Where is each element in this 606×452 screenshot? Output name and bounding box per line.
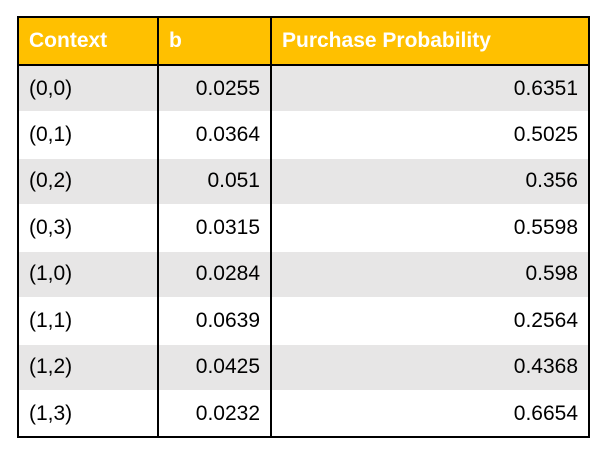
table-cell: 0.4368 <box>270 343 589 391</box>
table-row: (0,2) 0.051 0.356 <box>18 157 589 205</box>
table-cell: 0.0232 <box>157 390 271 437</box>
table-cell: 0.051 <box>157 157 271 205</box>
table-row: (0,3) 0.0315 0.5598 <box>18 204 589 251</box>
table-cell: (0,1) <box>18 111 158 158</box>
table-cell: 0.5025 <box>270 111 589 158</box>
table-cell: (0,2) <box>18 157 158 205</box>
data-table: Context b Purchase Probability (0,0) 0.0255… <box>17 16 590 438</box>
table-cell: 0.0284 <box>157 250 271 298</box>
table-cell: 0.0364 <box>157 111 271 158</box>
table-row: (1,1) 0.0639 0.2564 <box>18 297 589 344</box>
table-cell: 0.0315 <box>157 204 271 251</box>
table-cell: 0.6654 <box>270 390 589 437</box>
table-cell: (1,1) <box>18 297 158 344</box>
table-row: (1,0) 0.0284 0.598 <box>18 250 589 298</box>
header-cell: Context <box>18 17 158 66</box>
table-cell: 0.6351 <box>270 64 589 112</box>
table-cell: 0.0639 <box>157 297 271 344</box>
header-row: Context b Purchase Probability <box>18 17 589 66</box>
header-cell: Purchase Probability <box>270 17 589 66</box>
table-cell: (1,2) <box>18 343 158 391</box>
table-body: (0,0) 0.0255 0.6351 (0,1) 0.0364 0.5025 (0,2) 0… <box>18 64 589 437</box>
header-cell: b <box>157 17 271 66</box>
table-cell: 0.356 <box>270 157 589 205</box>
table-cell: 0.0425 <box>157 343 271 391</box>
table-cell: 0.0255 <box>157 64 271 112</box>
table-row: (1,2) 0.0425 0.4368 <box>18 343 589 391</box>
table-cell: 0.598 <box>270 250 589 298</box>
table-cell: (1,3) <box>18 390 158 437</box>
table-row: (1,3) 0.0232 0.6654 <box>18 390 589 437</box>
table-cell: (1,0) <box>18 250 158 298</box>
table-cell: 0.5598 <box>270 204 589 251</box>
table-cell: (0,3) <box>18 204 158 251</box>
table-row: (0,1) 0.0364 0.5025 <box>18 111 589 158</box>
table-row: (0,0) 0.0255 0.6351 <box>18 64 589 112</box>
table-cell: (0,0) <box>18 64 158 112</box>
table-cell: 0.2564 <box>270 297 589 344</box>
